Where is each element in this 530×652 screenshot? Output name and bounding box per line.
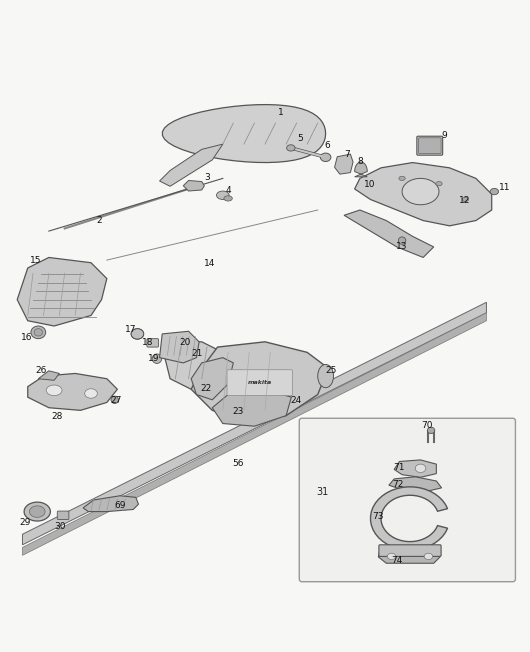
Polygon shape — [30, 506, 45, 517]
Polygon shape — [17, 258, 107, 326]
Ellipse shape — [317, 364, 333, 388]
Polygon shape — [344, 210, 434, 258]
Text: 28: 28 — [51, 412, 63, 421]
Ellipse shape — [85, 389, 98, 398]
Text: 4: 4 — [225, 186, 231, 195]
Text: 73: 73 — [373, 512, 384, 522]
Ellipse shape — [31, 326, 46, 338]
Ellipse shape — [424, 554, 432, 559]
Text: 12: 12 — [458, 196, 470, 205]
Ellipse shape — [399, 176, 405, 181]
Ellipse shape — [320, 153, 331, 162]
FancyBboxPatch shape — [147, 338, 158, 347]
Ellipse shape — [34, 329, 42, 336]
FancyBboxPatch shape — [379, 545, 441, 556]
Text: 74: 74 — [391, 556, 402, 565]
Polygon shape — [191, 342, 328, 421]
Polygon shape — [355, 162, 367, 177]
Polygon shape — [160, 331, 199, 363]
Polygon shape — [22, 303, 487, 545]
Text: 5: 5 — [297, 134, 303, 143]
Text: 15: 15 — [30, 256, 41, 265]
FancyBboxPatch shape — [418, 138, 441, 154]
Text: 27: 27 — [111, 396, 122, 406]
Polygon shape — [38, 371, 59, 380]
Polygon shape — [213, 389, 292, 426]
Text: 17: 17 — [125, 325, 136, 334]
Ellipse shape — [387, 554, 396, 559]
Text: 16: 16 — [21, 333, 32, 342]
Text: 69: 69 — [114, 501, 126, 510]
Ellipse shape — [399, 237, 406, 244]
FancyBboxPatch shape — [299, 419, 516, 582]
Text: 26: 26 — [35, 366, 47, 376]
Text: 72: 72 — [392, 480, 403, 488]
Text: 10: 10 — [364, 180, 375, 189]
Text: 18: 18 — [142, 338, 154, 348]
Text: 25: 25 — [325, 366, 337, 376]
FancyBboxPatch shape — [57, 511, 69, 520]
Ellipse shape — [490, 188, 499, 195]
Polygon shape — [163, 104, 325, 162]
Ellipse shape — [216, 191, 229, 200]
Text: 29: 29 — [20, 518, 31, 527]
Text: 14: 14 — [204, 259, 215, 268]
Text: 6: 6 — [324, 141, 330, 150]
Ellipse shape — [287, 145, 295, 151]
Ellipse shape — [436, 181, 442, 186]
Polygon shape — [191, 358, 233, 400]
Ellipse shape — [46, 385, 62, 396]
Text: 13: 13 — [396, 243, 408, 252]
Polygon shape — [22, 313, 487, 556]
Text: 1: 1 — [278, 108, 284, 117]
FancyBboxPatch shape — [227, 370, 293, 396]
Ellipse shape — [416, 464, 426, 473]
Text: 71: 71 — [394, 463, 405, 472]
Text: 23: 23 — [232, 407, 243, 416]
Ellipse shape — [462, 198, 469, 201]
Polygon shape — [378, 548, 440, 563]
FancyBboxPatch shape — [417, 136, 443, 155]
Ellipse shape — [111, 396, 118, 404]
Text: 21: 21 — [192, 349, 203, 358]
Polygon shape — [389, 477, 441, 492]
Polygon shape — [83, 496, 138, 512]
Ellipse shape — [402, 179, 439, 205]
Text: 19: 19 — [147, 354, 159, 363]
Ellipse shape — [427, 427, 435, 434]
Polygon shape — [165, 342, 228, 389]
Ellipse shape — [224, 196, 232, 201]
Text: 7: 7 — [344, 150, 350, 159]
Text: 24: 24 — [290, 396, 301, 406]
Polygon shape — [24, 502, 50, 521]
Polygon shape — [160, 144, 223, 186]
Text: 30: 30 — [55, 522, 66, 531]
Polygon shape — [370, 487, 448, 550]
Text: 56: 56 — [232, 458, 243, 467]
Ellipse shape — [152, 354, 162, 363]
Text: 20: 20 — [179, 338, 191, 348]
Polygon shape — [355, 162, 492, 226]
Text: 70: 70 — [422, 421, 433, 430]
Text: 2: 2 — [96, 216, 102, 225]
Text: 9: 9 — [441, 130, 447, 140]
Polygon shape — [394, 460, 436, 477]
Text: 31: 31 — [316, 487, 328, 497]
Text: 8: 8 — [357, 157, 363, 166]
Ellipse shape — [131, 329, 144, 339]
Text: 22: 22 — [200, 384, 211, 393]
Polygon shape — [334, 154, 353, 174]
Text: makita: makita — [248, 380, 272, 385]
Polygon shape — [28, 374, 117, 410]
Text: 3: 3 — [204, 173, 210, 182]
Polygon shape — [183, 181, 205, 191]
Text: 11: 11 — [499, 183, 510, 192]
